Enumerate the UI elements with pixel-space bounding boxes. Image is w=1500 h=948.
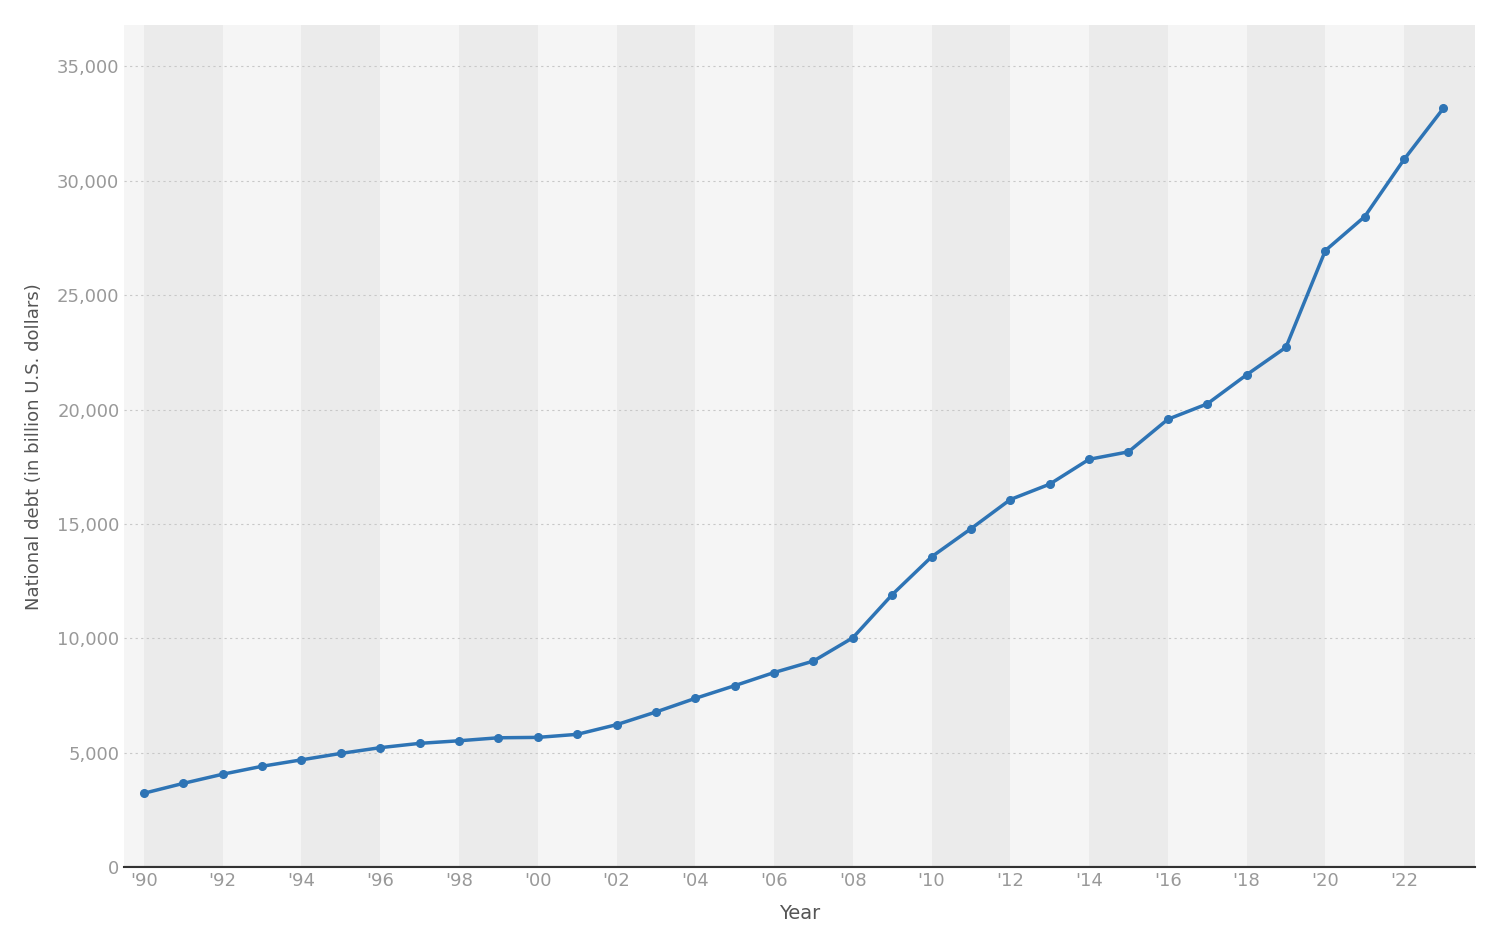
- Bar: [222, 25, 302, 867]
- Bar: [537, 25, 616, 867]
- X-axis label: Year: Year: [778, 904, 820, 923]
- Bar: [302, 25, 380, 867]
- Bar: [1404, 25, 1474, 867]
- Bar: [1168, 25, 1246, 867]
- Bar: [1326, 25, 1404, 867]
- Bar: [696, 25, 774, 867]
- Bar: [932, 25, 1011, 867]
- Bar: [1089, 25, 1168, 867]
- Bar: [1011, 25, 1089, 867]
- Bar: [380, 25, 459, 867]
- Bar: [853, 25, 932, 867]
- Bar: [124, 25, 144, 867]
- Y-axis label: National debt (in billion U.S. dollars): National debt (in billion U.S. dollars): [26, 283, 44, 610]
- Bar: [144, 25, 222, 867]
- Bar: [459, 25, 537, 867]
- Bar: [616, 25, 696, 867]
- Bar: [774, 25, 853, 867]
- Bar: [1246, 25, 1326, 867]
